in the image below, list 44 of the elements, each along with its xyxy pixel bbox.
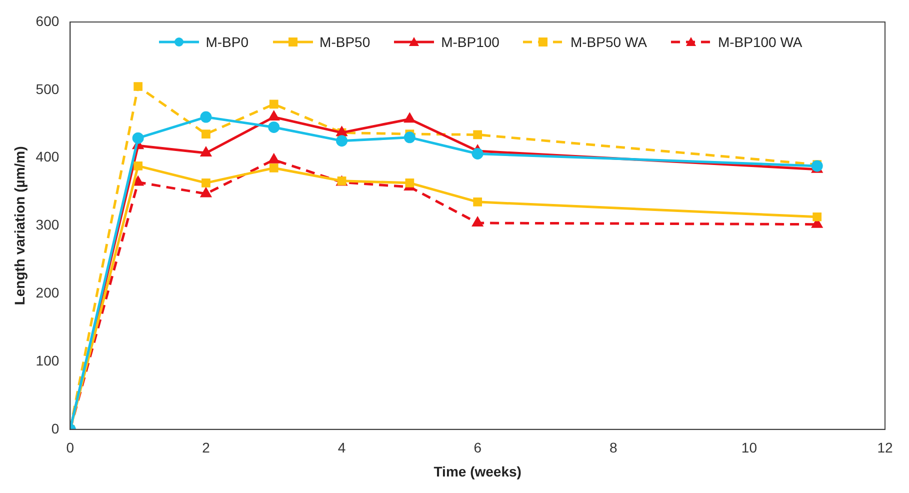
y-axis-title: Length variation (µm/m)	[11, 146, 28, 306]
point	[134, 82, 142, 91]
point	[473, 198, 482, 206]
point	[405, 178, 414, 188]
y-tick-label: 400	[36, 148, 60, 165]
y-tick-label: 100	[36, 352, 60, 368]
point	[200, 111, 212, 123]
point	[269, 164, 278, 172]
legend-label: M-BP100 WA	[718, 34, 802, 50]
point	[132, 176, 144, 186]
point	[269, 100, 278, 109]
point	[268, 111, 280, 121]
y-tick-label: 600	[36, 12, 60, 29]
x-tick-label: 12	[877, 440, 893, 456]
legend-label: M-BP0	[206, 34, 249, 50]
x-tick-label: 8	[609, 440, 618, 456]
x-tick-label: 0	[66, 440, 74, 456]
point	[200, 147, 212, 157]
point	[134, 162, 142, 170]
point	[473, 130, 482, 140]
point	[200, 188, 212, 198]
legend-label: M-BP50	[320, 34, 370, 50]
y-tick-label: 300	[36, 216, 60, 233]
point	[404, 132, 416, 144]
legend-label: M-BP100	[441, 34, 500, 50]
y-tick-label: 0	[51, 420, 60, 436]
point	[812, 212, 822, 222]
x-tick-label: 6	[474, 440, 482, 456]
point	[404, 113, 415, 123]
point	[202, 178, 210, 188]
x-axis-title: Time (weeks)	[434, 463, 522, 480]
point	[132, 132, 144, 144]
point	[268, 154, 280, 164]
legend-label: M-BP50 WA	[570, 34, 647, 50]
point	[336, 135, 348, 147]
x-tick-label: 4	[338, 440, 346, 456]
x-tick-label: 10	[741, 440, 758, 456]
x-tick-label: 2	[202, 440, 210, 456]
y-tick-label: 500	[36, 80, 60, 97]
point	[472, 217, 483, 226]
point	[472, 148, 484, 160]
y-tick-label: 200	[36, 284, 60, 300]
point	[202, 130, 210, 138]
point	[268, 121, 280, 133]
